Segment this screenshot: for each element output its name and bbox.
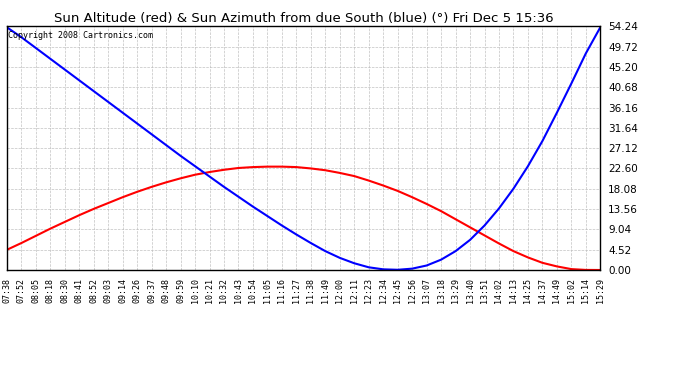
Title: Sun Altitude (red) & Sun Azimuth from due South (blue) (°) Fri Dec 5 15:36: Sun Altitude (red) & Sun Azimuth from du… — [54, 12, 553, 25]
Text: Copyright 2008 Cartronics.com: Copyright 2008 Cartronics.com — [8, 31, 153, 40]
